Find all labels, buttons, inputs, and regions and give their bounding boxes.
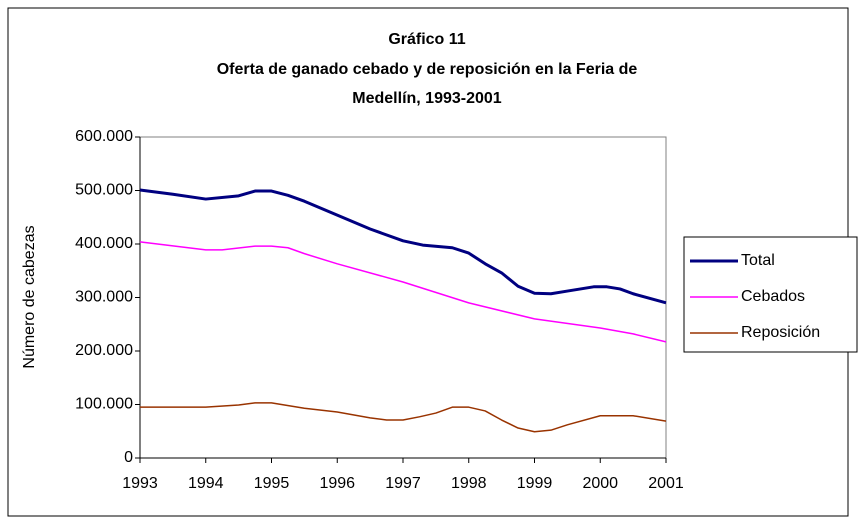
series-line <box>139 241 667 343</box>
y-tick-label: 400.000 <box>75 235 133 252</box>
chart-title: Medellín, 1993-2001 <box>352 90 502 107</box>
chart-title: Oferta de ganado cebado y de reposición … <box>217 61 638 78</box>
x-tick-label: 1999 <box>517 475 553 492</box>
x-tick-label: 1998 <box>451 475 487 492</box>
y-tick-label: 500.000 <box>75 182 133 199</box>
chart-title: Gráfico 11 <box>388 31 465 48</box>
x-tick-label: 1993 <box>122 475 158 492</box>
x-tick-label: 1997 <box>385 475 421 492</box>
x-tick-label: 2001 <box>648 475 684 492</box>
y-tick-label: 0 <box>124 449 133 466</box>
y-tick-label: 600.000 <box>75 128 133 145</box>
y-tick-label: 300.000 <box>75 289 133 306</box>
x-tick-label: 1994 <box>188 475 224 492</box>
legend-label: Total <box>741 252 775 269</box>
legend-label: Reposición <box>741 324 820 341</box>
x-tick-label: 1996 <box>319 475 355 492</box>
y-axis-label: Número de cabezas <box>21 225 38 368</box>
y-tick-label: 100.000 <box>75 396 133 413</box>
x-tick-label: 2000 <box>582 475 618 492</box>
legend-label: Cebados <box>741 288 805 305</box>
series-line <box>140 402 667 433</box>
x-tick-label: 1995 <box>254 475 290 492</box>
y-tick-label: 200.000 <box>75 342 133 359</box>
series-line <box>139 188 667 305</box>
